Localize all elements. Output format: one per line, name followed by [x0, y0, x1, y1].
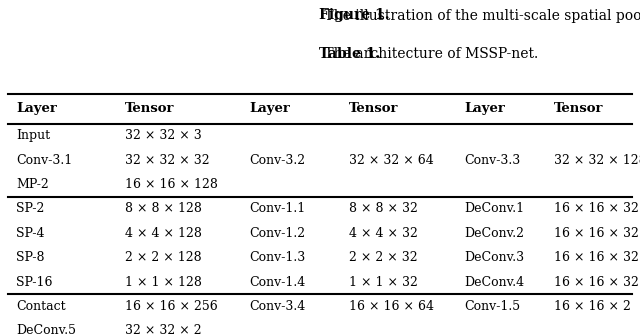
Text: Figure 1.: Figure 1. — [0, 333, 1, 334]
Text: SP-16: SP-16 — [16, 276, 52, 289]
Text: 2 × 2 × 128: 2 × 2 × 128 — [125, 251, 202, 264]
Text: Tensor: Tensor — [125, 102, 174, 115]
Text: 16 × 16 × 128: 16 × 16 × 128 — [125, 178, 218, 191]
Text: 4 × 4 × 32: 4 × 4 × 32 — [349, 227, 418, 240]
Text: 32 × 32 × 128: 32 × 32 × 128 — [554, 154, 640, 167]
Text: Table 1.: Table 1. — [319, 47, 380, 61]
Text: Tensor: Tensor — [554, 102, 603, 115]
Text: 32 × 32 × 32: 32 × 32 × 32 — [125, 154, 209, 167]
Text: Figure 1.: Figure 1. — [319, 8, 390, 22]
Text: 32 × 32 × 64: 32 × 32 × 64 — [349, 154, 433, 167]
Text: 16 × 16 × 32: 16 × 16 × 32 — [554, 251, 639, 264]
Text: Conv-3.3: Conv-3.3 — [464, 154, 520, 167]
Text: 8 × 8 × 32: 8 × 8 × 32 — [349, 202, 418, 215]
Text: 16 × 16 × 32: 16 × 16 × 32 — [554, 202, 639, 215]
Text: 1 × 1 × 128: 1 × 1 × 128 — [125, 276, 202, 289]
Text: The architecture of MSSP-net.: The architecture of MSSP-net. — [320, 47, 538, 61]
Text: Conv-1.1: Conv-1.1 — [250, 202, 306, 215]
Text: DeConv.2: DeConv.2 — [464, 227, 524, 240]
Text: SP-4: SP-4 — [16, 227, 45, 240]
Text: Layer: Layer — [464, 102, 505, 115]
Text: DeConv.3: DeConv.3 — [464, 251, 524, 264]
Text: 1 × 1 × 32: 1 × 1 × 32 — [349, 276, 418, 289]
Text: MP-2: MP-2 — [16, 178, 49, 191]
Text: Tensor: Tensor — [349, 102, 398, 115]
Text: The architecture of MSSP-net.: The architecture of MSSP-net. — [0, 333, 1, 334]
Text: Conv-1.4: Conv-1.4 — [250, 276, 306, 289]
Text: The illustration of the multi-scale spatial pooling (MSSP)-net.: The illustration of the multi-scale spat… — [320, 8, 640, 23]
Text: Table 1.: Table 1. — [0, 333, 1, 334]
Text: The illustration of the multi-scale spatial pooling (MSSP)-net.: The illustration of the multi-scale spat… — [0, 333, 1, 334]
Text: 16 × 16 × 2: 16 × 16 × 2 — [554, 300, 630, 313]
Text: 16 × 16 × 256: 16 × 16 × 256 — [125, 300, 218, 313]
Text: 4 × 4 × 128: 4 × 4 × 128 — [125, 227, 202, 240]
Text: DeConv.4: DeConv.4 — [464, 276, 524, 289]
Text: DeConv.5: DeConv.5 — [16, 324, 76, 334]
Text: Conv-1.2: Conv-1.2 — [250, 227, 306, 240]
Text: Contact: Contact — [16, 300, 66, 313]
Text: 16 × 16 × 32: 16 × 16 × 32 — [554, 276, 639, 289]
Text: Conv-1.5: Conv-1.5 — [464, 300, 520, 313]
Text: Input: Input — [16, 129, 50, 142]
Text: 8 × 8 × 128: 8 × 8 × 128 — [125, 202, 202, 215]
Text: SP-8: SP-8 — [16, 251, 45, 264]
Text: 16 × 16 × 64: 16 × 16 × 64 — [349, 300, 434, 313]
Text: DeConv.1: DeConv.1 — [464, 202, 524, 215]
Text: Conv-1.3: Conv-1.3 — [250, 251, 306, 264]
Text: 32 × 32 × 2: 32 × 32 × 2 — [125, 324, 202, 334]
Text: Layer: Layer — [16, 102, 57, 115]
Text: SP-2: SP-2 — [16, 202, 44, 215]
Text: 2 × 2 × 32: 2 × 2 × 32 — [349, 251, 417, 264]
Text: Conv-3.2: Conv-3.2 — [250, 154, 306, 167]
Text: Layer: Layer — [250, 102, 291, 115]
Text: Conv-3.4: Conv-3.4 — [250, 300, 306, 313]
Text: 32 × 32 × 3: 32 × 32 × 3 — [125, 129, 202, 142]
Text: Conv-3.1: Conv-3.1 — [16, 154, 72, 167]
Text: 16 × 16 × 32: 16 × 16 × 32 — [554, 227, 639, 240]
